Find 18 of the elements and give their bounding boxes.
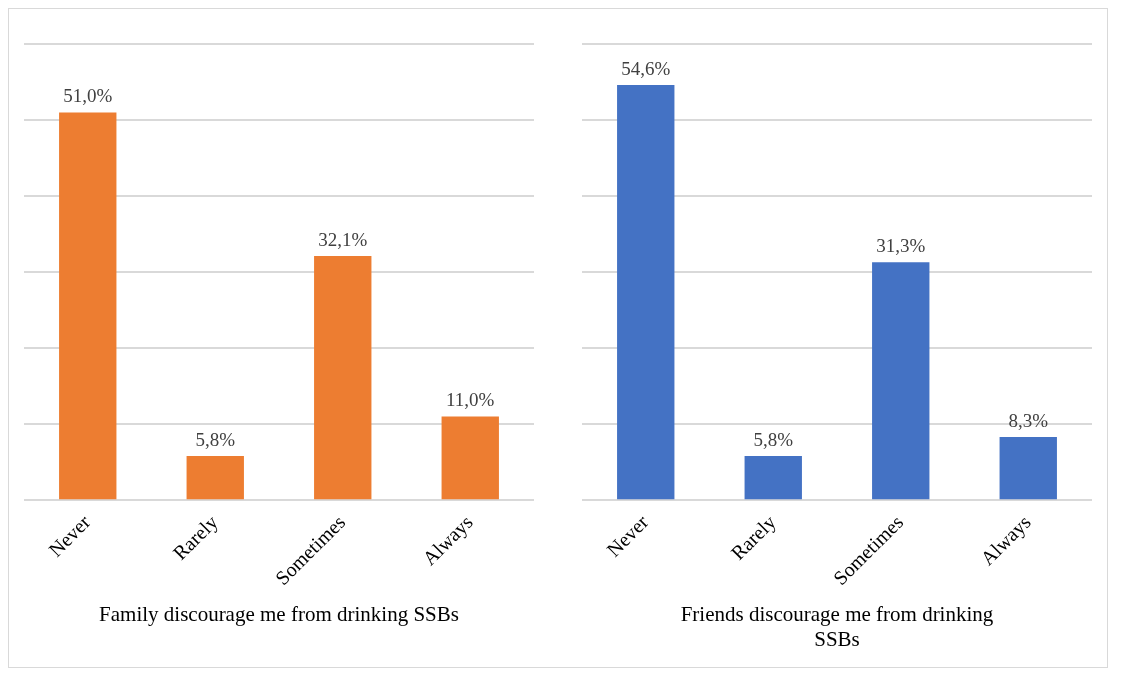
data-label: 11,0% — [446, 389, 495, 411]
bar — [441, 416, 499, 500]
data-label: 8,3% — [1008, 409, 1049, 431]
x-axis-title: Friends discourage me from drinking SSBs — [679, 602, 995, 652]
x-axis-title: Family discourage me from drinking SSBs — [99, 602, 459, 627]
data-label: 54,6% — [621, 57, 671, 79]
data-label: 51,0% — [63, 84, 113, 106]
bar — [617, 85, 675, 500]
bar — [744, 456, 802, 500]
bar — [59, 112, 117, 500]
data-label: 5,8% — [753, 428, 794, 450]
bar — [872, 262, 930, 500]
data-label: 5,8% — [195, 428, 236, 450]
data-label: 31,3% — [876, 234, 926, 256]
bar — [999, 437, 1057, 500]
bar — [314, 256, 372, 500]
data-label: 32,1% — [318, 228, 368, 250]
bar — [186, 456, 244, 500]
